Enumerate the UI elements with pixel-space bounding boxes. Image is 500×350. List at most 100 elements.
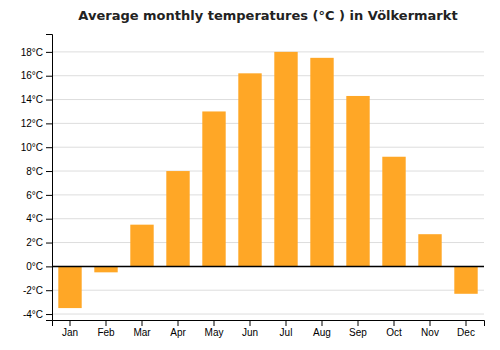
y-tick-mark <box>46 123 52 124</box>
bar <box>310 58 333 267</box>
grid-line <box>52 290 484 291</box>
y-tick-mark <box>46 171 52 172</box>
x-tick-mark <box>322 320 323 326</box>
title: Average monthly temperatures (°C ) in Vö… <box>78 8 457 23</box>
y-tick-mark <box>46 243 52 244</box>
x-tick: Nov <box>421 320 439 338</box>
x-tick: Jan <box>62 320 78 338</box>
bar <box>418 234 441 266</box>
bar <box>238 73 261 266</box>
x-tick-mark <box>394 320 395 326</box>
x-tick: Oct <box>386 320 402 338</box>
y-tick-label: 4°C <box>26 213 43 224</box>
y-tick-label: 14°C <box>21 94 43 105</box>
x-tick-label: Apr <box>170 327 186 338</box>
grid-line <box>52 314 484 315</box>
x-tick-mark <box>214 320 215 326</box>
bar <box>454 266 477 293</box>
y-tick-mark <box>46 314 52 315</box>
y-tick: 6°C <box>26 190 52 201</box>
x-tick-mark <box>250 320 251 326</box>
y-tick: 0°C <box>26 261 52 272</box>
grid-line <box>52 75 484 76</box>
x-tick: Dec <box>457 320 475 338</box>
bar <box>346 96 369 266</box>
y-tick: 4°C <box>26 213 52 224</box>
y-tick-mark <box>46 266 52 267</box>
grid-line <box>52 51 484 52</box>
x-tick-label: Sep <box>349 327 367 338</box>
y-tick: 14°C <box>21 94 52 105</box>
y-tick: 8°C <box>26 166 52 177</box>
bar <box>382 157 405 267</box>
x-tick: May <box>205 320 224 338</box>
y-tick-label: 12°C <box>21 118 43 129</box>
x-tick-label: Aug <box>313 327 331 338</box>
x-tick-mark <box>286 320 287 326</box>
y-tick-label: 6°C <box>26 190 43 201</box>
x-tick: Jun <box>242 320 258 338</box>
x-tick: Sep <box>349 320 367 338</box>
y-tick-label: 18°C <box>21 47 43 58</box>
grid-line <box>52 218 484 219</box>
x-tick-mark <box>106 320 107 326</box>
y-tick-mark <box>46 195 52 196</box>
y-tick-label: 10°C <box>21 142 43 153</box>
y-tick: -2°C <box>23 285 52 296</box>
grid-line <box>52 123 484 124</box>
x-tick-mark <box>466 320 467 326</box>
y-tick: -4°C <box>23 309 52 320</box>
x-tick-mark <box>358 320 359 326</box>
x-tick-mark <box>70 320 71 326</box>
y-tick-label: -2°C <box>23 285 43 296</box>
grid-line <box>52 171 484 172</box>
x-tick-label: Nov <box>421 327 439 338</box>
y-tick-mark <box>46 52 52 53</box>
x-tick: Aug <box>313 320 331 338</box>
x-tick: Mar <box>133 320 151 338</box>
y-tick: 10°C <box>21 142 52 153</box>
grid-line <box>52 266 484 267</box>
y-tick-mark <box>46 100 52 101</box>
bar <box>274 52 297 267</box>
y-tick-label: 2°C <box>26 237 43 248</box>
x-tick: Feb <box>97 320 115 338</box>
y-tick-label: 0°C <box>26 261 43 272</box>
y-axis: -4°C -2°C 0°C 2°C 4°C 6°C 8°C 10°C 12°C 14°C 16°C 1… <box>21 35 53 321</box>
y-tick-label: 8°C <box>26 166 43 177</box>
chart: -4°C -2°C 0°C 2°C 4°C 6°C 8°C 10°C 12°C 14°C 16°C 1… <box>0 0 500 350</box>
plot-area <box>52 52 484 308</box>
x-tick-label: May <box>205 327 224 338</box>
grid-line <box>52 194 484 195</box>
x-tick-label: Oct <box>386 327 402 338</box>
x-tick-label: Feb <box>97 327 115 338</box>
y-tick-mark <box>46 219 52 220</box>
x-tick-mark <box>430 320 431 326</box>
x-tick-label: Jun <box>242 327 258 338</box>
x-tick-label: Dec <box>457 327 475 338</box>
bar <box>202 111 225 266</box>
zero-line <box>52 266 484 268</box>
x-tick-label: Mar <box>133 327 151 338</box>
bar <box>94 266 117 272</box>
grid-line <box>52 99 484 100</box>
x-tick: Jul <box>280 320 293 338</box>
x-tick-label: Jan <box>62 327 78 338</box>
y-tick-mark <box>46 290 52 291</box>
y-tick: 16°C <box>21 70 52 81</box>
bar <box>130 225 153 267</box>
y-tick-label: 16°C <box>21 70 43 81</box>
y-tick: 18°C <box>21 47 52 58</box>
y-tick: 12°C <box>21 118 52 129</box>
y-tick-label: -4°C <box>23 309 43 320</box>
bar <box>166 171 189 266</box>
y-axis-line <box>46 35 53 321</box>
x-tick-mark <box>178 320 179 326</box>
y-tick-mark <box>46 76 52 77</box>
x-tick: Apr <box>170 320 186 338</box>
grid <box>52 52 484 314</box>
grid-line <box>52 147 484 148</box>
y-tick: 2°C <box>26 237 52 248</box>
x-tick-label: Jul <box>280 327 293 338</box>
y-tick-mark <box>46 147 52 148</box>
